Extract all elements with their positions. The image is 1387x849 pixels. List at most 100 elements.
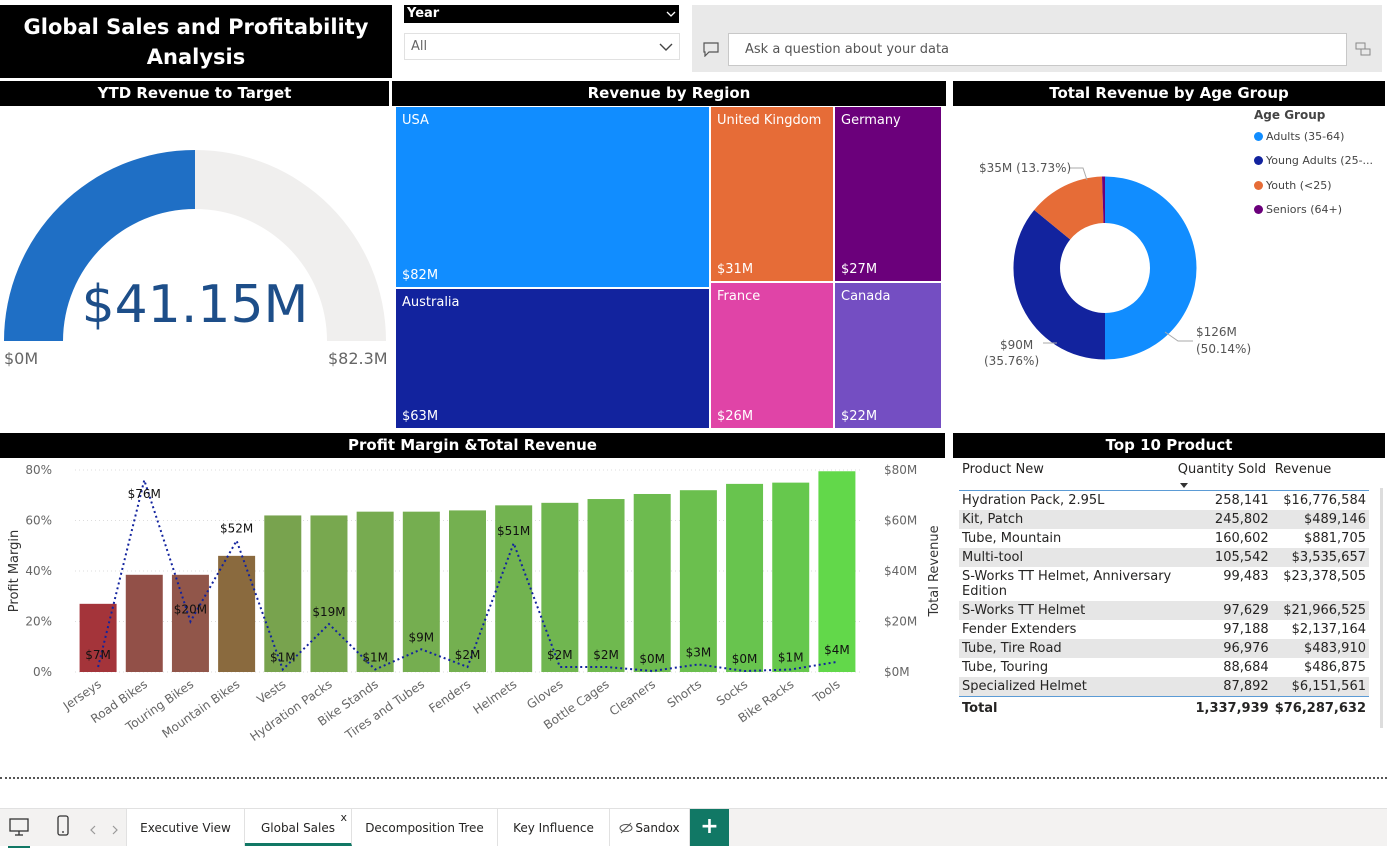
donut-label-youth: $35M (13.73%) bbox=[979, 161, 1072, 175]
add-page-button[interactable]: + bbox=[690, 809, 729, 846]
treemap-cell-united-kingdom[interactable]: United Kingdom $31M bbox=[711, 107, 833, 281]
table-row[interactable]: Fender Extenders 97,188 $2,137,164 bbox=[959, 620, 1369, 639]
table-scrollbar[interactable] bbox=[1380, 488, 1383, 728]
legend-dot bbox=[1254, 181, 1263, 190]
data-label: $3M bbox=[686, 645, 712, 659]
qa-settings-icon[interactable] bbox=[1355, 41, 1371, 60]
legend-label: Youth (<25) bbox=[1266, 179, 1332, 192]
data-label: $51M bbox=[497, 524, 530, 538]
donut-label-adults-pct: (50.14%) bbox=[1196, 342, 1252, 356]
legend-item-seniors[interactable]: Seniors (64+) bbox=[1254, 203, 1342, 216]
treemap-cell-usa[interactable]: USA $82M bbox=[396, 107, 709, 287]
x-tick-label: Cleaners bbox=[607, 677, 658, 719]
data-label: $9M bbox=[409, 630, 435, 644]
table-row[interactable]: Tube, Touring 88,684 $486,875 bbox=[959, 658, 1369, 677]
desktop-view-icon[interactable] bbox=[8, 816, 30, 848]
data-label: $52M bbox=[220, 522, 253, 536]
legend-item-young-adults[interactable]: Young Adults (25-... bbox=[1254, 154, 1373, 167]
combo-chart-header: Profit Margin &Total Revenue bbox=[0, 433, 945, 458]
table-row[interactable]: S-Works TT Helmet 97,629 $21,966,525 bbox=[959, 600, 1369, 620]
treemap-cell-france[interactable]: France $26M bbox=[711, 283, 833, 428]
cell-quantity: 88,684 bbox=[1223, 659, 1269, 675]
x-tick-label: Hydration Packs bbox=[247, 677, 334, 744]
scroll-left-icon[interactable] bbox=[89, 821, 97, 840]
tab-global-sales[interactable]: Global Sales x bbox=[245, 809, 352, 846]
treemap-label: USA bbox=[402, 113, 429, 128]
treemap-value: $31M bbox=[717, 262, 754, 277]
table-row[interactable]: Tube, Mountain 160,602 $881,705 bbox=[959, 529, 1369, 548]
bar-tools bbox=[818, 471, 856, 672]
legend-title: Age Group bbox=[1254, 108, 1326, 122]
table-row[interactable]: S-Works TT Helmet, Anniversary Edition 99… bbox=[959, 567, 1369, 601]
tab-executive-view[interactable]: Executive View bbox=[126, 809, 245, 846]
x-tick-label: Mountain Bikes bbox=[159, 677, 242, 741]
tab-label: Executive View bbox=[140, 821, 231, 835]
y2-tick-label: $60M bbox=[884, 514, 917, 528]
x-tick-label: Tools bbox=[810, 677, 843, 706]
donut-slice-seniors bbox=[1102, 176, 1105, 223]
cell-product: Fender Extenders bbox=[962, 621, 1077, 637]
treemap-cell-germany[interactable]: Germany $27M bbox=[835, 107, 941, 281]
cell-product: Hydration Pack, 2.95L bbox=[962, 492, 1105, 508]
bar-shorts bbox=[679, 490, 717, 672]
column-header-revenue[interactable]: Revenue bbox=[1274, 462, 1332, 477]
tab-key-influence[interactable]: Key Influence bbox=[498, 809, 610, 846]
table-row[interactable]: Multi-tool 105,542 $3,535,657 bbox=[959, 547, 1369, 567]
column-header-product[interactable]: Product New bbox=[962, 462, 1044, 477]
y2-tick-label: $20M bbox=[884, 615, 917, 629]
bar-hydration-packs bbox=[310, 515, 348, 672]
y2-axis-label: Total Revenue bbox=[927, 525, 942, 617]
gauge-max: $82.3M bbox=[328, 349, 388, 368]
treemap-label: United Kingdom bbox=[717, 113, 822, 128]
sort-desc-icon bbox=[1179, 478, 1188, 493]
slicer-eraser-icon[interactable] bbox=[664, 6, 678, 20]
cell-quantity: 99,483 bbox=[1223, 568, 1269, 584]
data-label: $0M bbox=[639, 652, 665, 666]
scroll-right-icon[interactable] bbox=[111, 821, 119, 840]
bar-vests bbox=[264, 515, 302, 672]
age-group-donut bbox=[1013, 167, 1197, 360]
legend-item-youth[interactable]: Youth (<25) bbox=[1254, 179, 1332, 192]
tab-sandox[interactable]: Sandox bbox=[610, 809, 690, 846]
table-row[interactable]: Specialized Helmet 87,892 $6,151,561 bbox=[959, 676, 1369, 696]
y-tick-label: 60% bbox=[25, 514, 52, 528]
data-label: $1M bbox=[778, 650, 804, 664]
column-header-quantity[interactable]: Quantity Sold bbox=[1175, 460, 1272, 490]
cell-revenue: $3,535,657 bbox=[1271, 547, 1369, 567]
tab-label: Decomposition Tree bbox=[365, 821, 484, 835]
tab-label: Global Sales bbox=[260, 821, 336, 835]
treemap-cell-canada[interactable]: Canada $22M bbox=[835, 283, 941, 428]
x-tick-label: Fenders bbox=[426, 677, 473, 716]
mobile-view-icon[interactable] bbox=[56, 815, 70, 841]
tab-close-icon[interactable]: x bbox=[340, 811, 347, 824]
cell-product: Multi-tool bbox=[959, 547, 1175, 567]
cell-quantity: 160,602 bbox=[1214, 530, 1269, 546]
table-row[interactable]: Tube, Tire Road 96,976 $483,910 bbox=[959, 638, 1369, 658]
gauge-value: $41.15M bbox=[81, 275, 309, 335]
year-slicer-dropdown[interactable]: All bbox=[404, 33, 680, 60]
cell-product: Tube, Tire Road bbox=[959, 638, 1175, 658]
column-header-quantity-label: Quantity Sold bbox=[1177, 462, 1267, 477]
page-divider bbox=[0, 777, 1387, 779]
region-treemap: USA $82M Australia $63M United Kingdom $… bbox=[396, 107, 941, 428]
legend-item-adults[interactable]: Adults (35-64) bbox=[1254, 130, 1344, 143]
bar-bike-racks bbox=[772, 482, 810, 672]
bar-jerseys bbox=[79, 603, 117, 672]
gauge-min: $0M bbox=[4, 349, 39, 368]
table-row[interactable]: Kit, Patch 245,802 $489,146 bbox=[959, 509, 1369, 529]
data-label: $20M bbox=[174, 603, 207, 617]
cell-revenue: $881,705 bbox=[1303, 530, 1366, 546]
bar-mountain-bikes bbox=[218, 555, 256, 672]
y-tick-label: 40% bbox=[25, 564, 52, 578]
treemap-value: $27M bbox=[841, 262, 878, 277]
treemap-label: Canada bbox=[841, 289, 891, 304]
bar-helmets bbox=[495, 505, 533, 672]
cell-revenue: $2,137,164 bbox=[1291, 621, 1366, 637]
total-quantity: 1,337,939 bbox=[1174, 695, 1272, 718]
tab-decomposition-tree[interactable]: Decomposition Tree bbox=[352, 809, 498, 846]
treemap-cell-australia[interactable]: Australia $63M bbox=[396, 289, 709, 428]
table-row[interactable]: Hydration Pack, 2.95L 258,141 $16,776,584 bbox=[959, 490, 1369, 510]
y-tick-label: 80% bbox=[25, 463, 52, 477]
qa-input[interactable]: Ask a question about your data bbox=[728, 33, 1347, 66]
cell-quantity: 245,802 bbox=[1174, 509, 1272, 529]
